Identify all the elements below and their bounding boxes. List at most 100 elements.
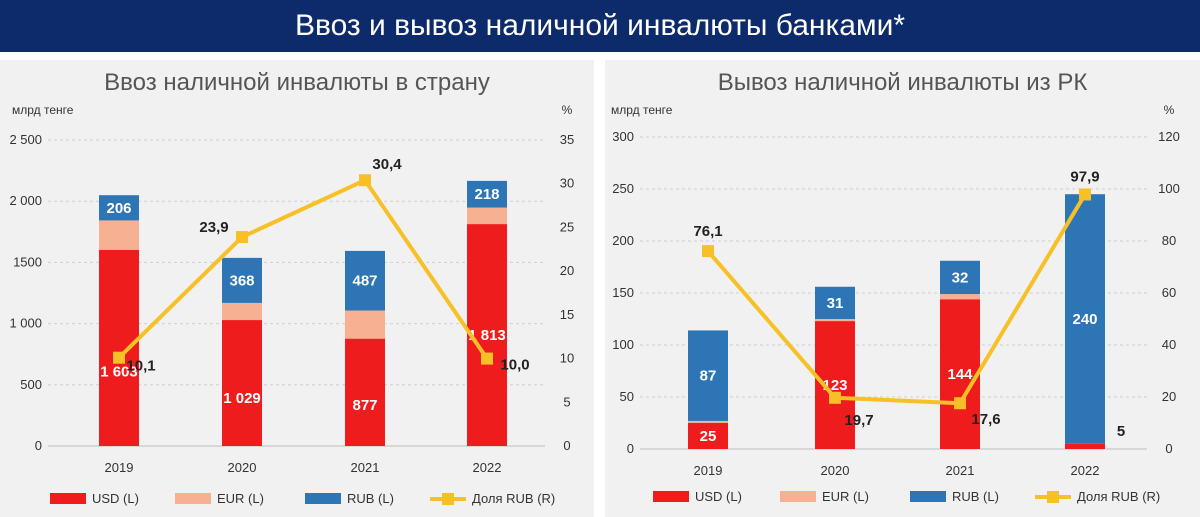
left-tick-label: 50 <box>620 389 634 404</box>
eur-bar <box>815 319 855 322</box>
usd-value-label: 25 <box>700 428 717 445</box>
left-tick-label: 100 <box>612 337 634 352</box>
left-axis-unit: млрд тенге <box>12 103 74 117</box>
left-tick-label: 1500 <box>13 254 42 269</box>
category-label: 2020 <box>821 463 850 478</box>
right-tick-label: 30 <box>560 176 574 191</box>
left-tick-label: 150 <box>612 285 634 300</box>
category-label: 2021 <box>946 463 975 478</box>
right-tick-label: 120 <box>1158 129 1180 144</box>
category-label: 2020 <box>228 460 257 475</box>
usd-value-label: 144 <box>947 366 973 383</box>
rub-bar <box>467 180 507 208</box>
usd-bar <box>688 423 728 449</box>
legend-swatch <box>175 493 211 504</box>
eur-bar <box>222 302 262 321</box>
legend-label: RUB (L) <box>952 489 999 504</box>
legend-swatch <box>780 491 816 502</box>
eur-bar <box>345 310 385 339</box>
rub-share-label: 17,6 <box>971 411 1000 428</box>
rub-bar <box>99 195 139 221</box>
rub-share-marker <box>954 397 966 410</box>
legend-label: USD (L) <box>695 489 742 504</box>
rub-bar <box>222 257 262 303</box>
rub-share-marker <box>829 391 841 404</box>
rub-value-label: 368 <box>229 272 254 289</box>
right-tick-label: 25 <box>560 219 574 234</box>
left-tick-label: 300 <box>612 129 634 144</box>
rub-share-label: 23,9 <box>199 219 228 236</box>
usd-bar <box>1065 443 1105 449</box>
eur-bar <box>688 420 728 423</box>
usd-bar <box>222 320 262 446</box>
category-label: 2019 <box>105 460 134 475</box>
rub-share-label: 30,4 <box>372 156 402 173</box>
rub-value-label: 87 <box>700 368 717 385</box>
eur-bar <box>99 220 139 250</box>
right-tick-label: 35 <box>560 132 574 147</box>
category-label: 2019 <box>694 463 723 478</box>
page-title: Ввоз и вывоз наличной инвалюты банками* <box>0 0 1200 52</box>
chart-panel-export: Вывоз наличной инвалюты из РК млрд тенге%… <box>605 60 1200 517</box>
legend-label: USD (L) <box>92 491 139 506</box>
legend-swatch <box>910 491 946 502</box>
rub-share-label: 76,1 <box>693 223 722 240</box>
right-tick-label: 0 <box>563 438 570 453</box>
category-label: 2022 <box>1071 463 1100 478</box>
legend-swatch <box>305 493 341 504</box>
legend-label: RUB (L) <box>347 491 394 506</box>
rub-value-label: 32 <box>952 269 969 286</box>
legend-swatch <box>653 491 689 502</box>
usd-value-label: 5 <box>1117 423 1125 440</box>
category-label: 2022 <box>473 460 502 475</box>
legend-label: Доля RUB (R) <box>472 491 555 506</box>
right-tick-label: 100 <box>1158 181 1180 196</box>
rub-share-label: 10,0 <box>500 357 529 374</box>
chart-panel-import: Ввоз наличной инвалюты в страну млрд тенг… <box>0 60 594 517</box>
usd-bar <box>345 338 385 446</box>
rub-share-marker <box>359 174 371 187</box>
usd-value-label: 877 <box>352 397 377 414</box>
right-axis-unit: % <box>562 103 573 117</box>
import-chart: Ввоз наличной инвалюты в страну млрд тенг… <box>9 69 574 506</box>
right-tick-label: 40 <box>1162 337 1176 352</box>
rub-share-marker <box>481 352 493 365</box>
legend-marker <box>1047 491 1059 503</box>
left-tick-label: 0 <box>35 438 42 453</box>
legend-label: EUR (L) <box>217 491 264 506</box>
left-tick-label: 500 <box>20 377 42 392</box>
right-tick-label: 5 <box>563 394 570 409</box>
rub-share-line <box>706 193 1087 406</box>
export-chart: Вывоз наличной инвалюты из РК млрд тенге%… <box>611 69 1180 504</box>
legend-swatch <box>50 493 86 504</box>
left-axis-unit: млрд тенге <box>611 103 673 117</box>
right-tick-label: 60 <box>1162 285 1176 300</box>
usd-bar <box>940 299 980 449</box>
right-tick-label: 10 <box>560 351 574 366</box>
usd-bar <box>99 249 139 446</box>
rub-bar <box>940 260 980 295</box>
rub-value-label: 31 <box>827 295 844 312</box>
left-tick-label: 2 000 <box>9 193 42 208</box>
left-tick-label: 1 000 <box>9 316 42 331</box>
rub-value-label: 206 <box>106 200 131 217</box>
eur-bar <box>467 207 507 225</box>
rub-share-label: 19,7 <box>844 412 873 429</box>
left-tick-label: 0 <box>627 441 634 456</box>
left-tick-label: 2 500 <box>9 132 42 147</box>
right-tick-label: 20 <box>1162 389 1176 404</box>
right-tick-label: 0 <box>1165 441 1172 456</box>
usd-bar <box>467 224 507 446</box>
rub-share-marker <box>1079 188 1091 201</box>
rub-bar <box>1065 194 1105 444</box>
legend-label: Доля RUB (R) <box>1077 489 1160 504</box>
rub-share-marker <box>236 231 248 244</box>
rub-value-label: 487 <box>352 273 377 290</box>
usd-value-label: 1 603 <box>100 363 138 380</box>
usd-value-label: 1 029 <box>223 390 261 407</box>
usd-value-label: 1 813 <box>468 327 506 344</box>
rub-share-label: 10,1 <box>126 358 155 375</box>
right-tick-label: 20 <box>560 263 574 278</box>
right-tick-label: 15 <box>560 307 574 322</box>
legend-marker <box>442 493 454 505</box>
